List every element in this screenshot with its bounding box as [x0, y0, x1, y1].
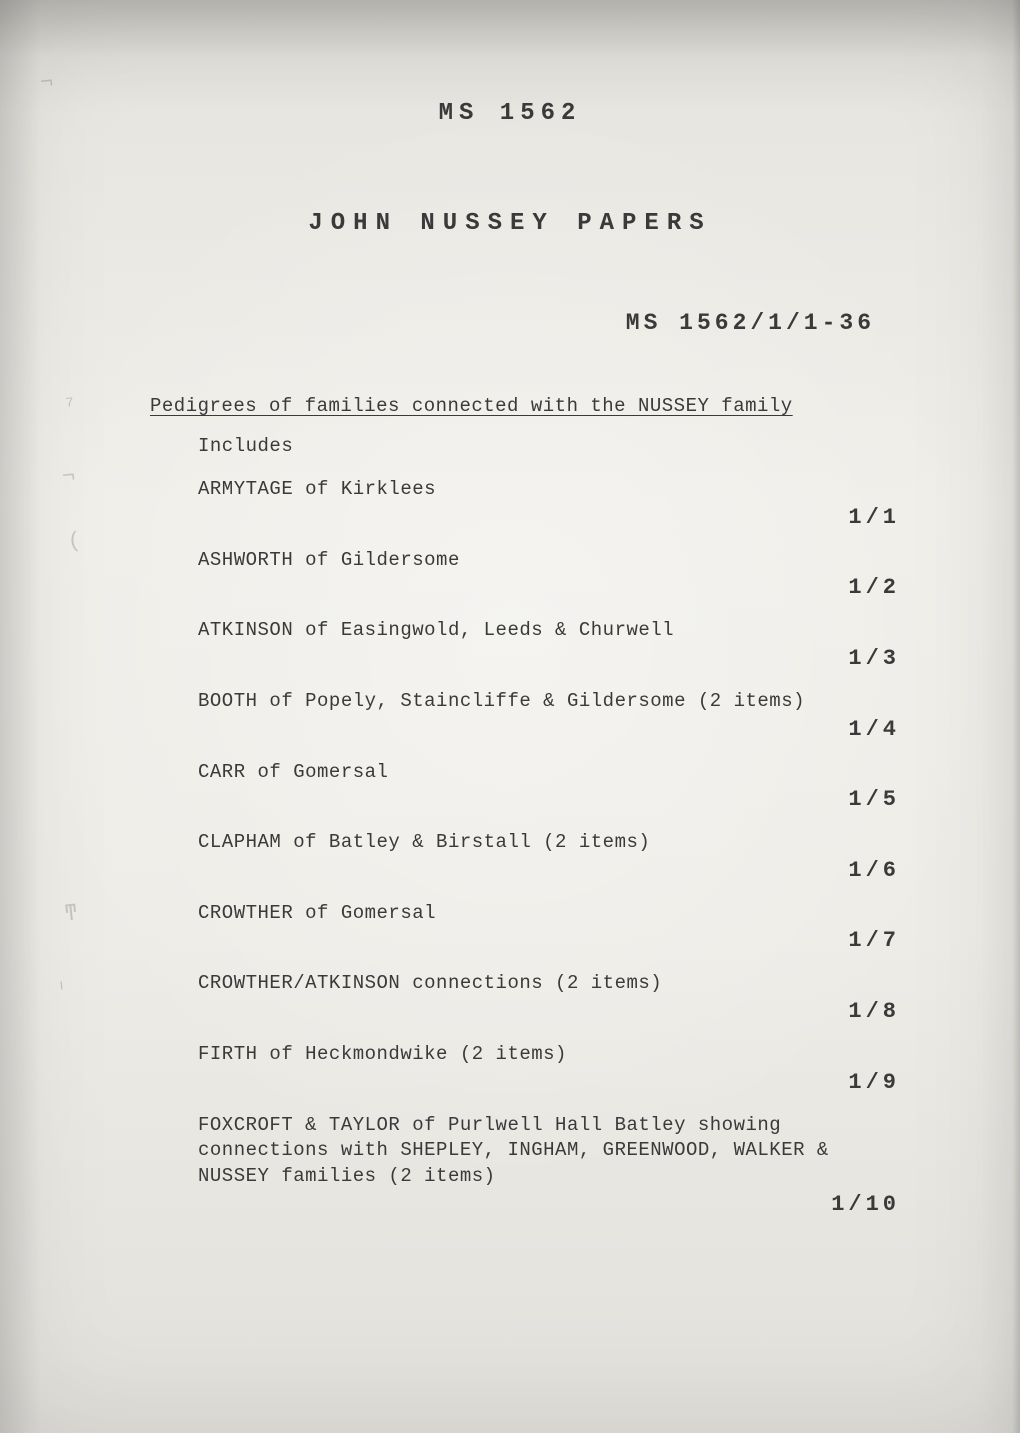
pedigree-entry: CLAPHAM of Batley & Birstall (2 items)1/…	[198, 830, 910, 883]
section-heading: Pedigrees of families connected with the…	[150, 395, 910, 417]
margin-annotation: ¬	[39, 67, 55, 94]
includes-label: Includes	[198, 435, 910, 457]
pedigree-entry: ARMYTAGE of Kirklees1/1	[198, 477, 910, 530]
pedigree-entry: BOOTH of Popely, Staincliffe & Gildersom…	[198, 689, 910, 742]
entry-text: CLAPHAM of Batley & Birstall (2 items)	[198, 830, 858, 856]
entry-text: ASHWORTH of Gildersome	[198, 548, 858, 574]
entry-text: CARR of Gomersal	[198, 760, 858, 786]
entry-text: BOOTH of Popely, Staincliffe & Gildersom…	[198, 689, 858, 715]
margin-annotation: ᶦ	[59, 975, 66, 1001]
margin-annotation: (	[69, 527, 80, 554]
entry-text: ARMYTAGE of Kirklees	[198, 477, 858, 503]
entry-reference: 1/9	[198, 1070, 910, 1095]
pedigree-entry: ASHWORTH of Gildersome1/2	[198, 548, 910, 601]
ms-sub-reference: MS 1562/1/1-36	[626, 310, 875, 336]
document-title: JOHN NUSSEY PAPERS	[0, 210, 1020, 237]
entry-text: FOXCROFT & TAYLOR of Purlwell Hall Batle…	[198, 1113, 858, 1190]
entry-reference: 1/2	[198, 575, 910, 600]
pedigree-entry: FOXCROFT & TAYLOR of Purlwell Hall Batle…	[198, 1113, 910, 1217]
entry-reference: 1/5	[198, 787, 910, 812]
pedigree-entry: FIRTH of Heckmondwike (2 items)1/9	[198, 1042, 910, 1095]
entry-reference: 1/7	[198, 928, 910, 953]
pedigree-entry: CROWTHER/ATKINSON connections (2 items)1…	[198, 971, 910, 1024]
page: MS 1562 JOHN NUSSEY PAPERS MS 1562/1/1-3…	[0, 0, 1020, 1433]
pedigree-entry: CROWTHER of Gomersal1/7	[198, 901, 910, 954]
entry-text: CROWTHER of Gomersal	[198, 901, 858, 927]
entry-reference: 1/6	[198, 858, 910, 883]
pedigree-entry: CARR of Gomersal1/5	[198, 760, 910, 813]
entry-text: CROWTHER/ATKINSON connections (2 items)	[198, 971, 858, 997]
margin-annotation: ¬	[61, 461, 77, 488]
entry-reference: 1/10	[198, 1192, 910, 1217]
entry-reference: 1/3	[198, 646, 910, 671]
entry-text: FIRTH of Heckmondwike (2 items)	[198, 1042, 858, 1068]
margin-annotation: ͳ	[63, 899, 80, 926]
pedigree-entry: ATKINSON of Easingwold, Leeds & Churwell…	[198, 618, 910, 671]
ms-number-header: MS 1562	[0, 100, 1020, 127]
entry-reference: 1/1	[198, 505, 910, 530]
entry-reference: 1/4	[198, 717, 910, 742]
entries-list: ARMYTAGE of Kirklees1/1 ASHWORTH of Gilde…	[198, 477, 910, 1217]
entry-text: ATKINSON of Easingwold, Leeds & Churwell	[198, 618, 858, 644]
margin-annotation: ⁷	[65, 392, 76, 419]
entry-reference: 1/8	[198, 999, 910, 1024]
content-block: Pedigrees of families connected with the…	[150, 395, 910, 1235]
